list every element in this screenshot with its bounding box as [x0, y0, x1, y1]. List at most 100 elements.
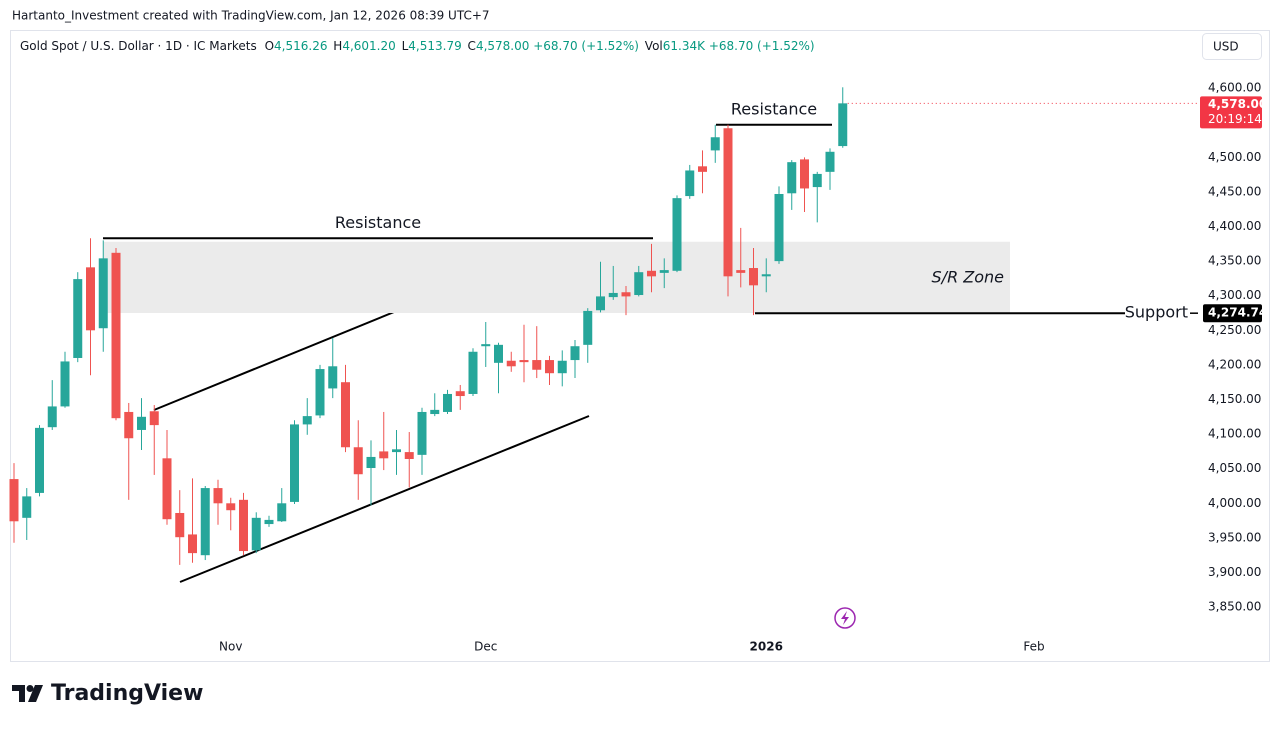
- candle-body: [825, 151, 835, 172]
- candle-body: [379, 451, 389, 459]
- logo-mark[interactable]: [26, 685, 34, 692]
- support-label: Support: [1125, 303, 1188, 322]
- signal-icon[interactable]: [834, 607, 856, 629]
- x-tick-label: Feb: [1023, 640, 1044, 654]
- candle-body: [455, 391, 465, 397]
- candle-body: [481, 344, 491, 347]
- y-tick-label: 3,900.00: [1208, 565, 1261, 579]
- candle-body: [417, 411, 427, 455]
- channel-lower: [179, 415, 590, 583]
- legend-value: 4,516.26: [274, 39, 327, 53]
- candle-body: [570, 346, 580, 361]
- legend-change: +68.70 (+1.52%): [533, 39, 639, 53]
- y-tick-label: 4,400.00: [1208, 219, 1261, 233]
- candle-body: [774, 193, 784, 262]
- y-tick-label: 4,300.00: [1208, 288, 1261, 302]
- x-tick-label: Dec: [474, 640, 497, 654]
- candle-body: [532, 360, 542, 370]
- legend-key: Vol: [645, 39, 663, 53]
- candle-body: [35, 427, 44, 493]
- support-price-label: 4,274.74: [1208, 306, 1267, 320]
- currency-button[interactable]: USD: [1202, 33, 1262, 60]
- candle-body: [583, 310, 593, 345]
- candle-body: [519, 360, 529, 363]
- candle-body: [800, 159, 809, 189]
- legend-value: 4,513.79: [408, 39, 461, 53]
- candle-body: [251, 517, 261, 551]
- attribution: Hartanto_Investment created with Trading…: [12, 9, 490, 23]
- legend-key: H: [333, 39, 342, 53]
- candle-body: [9, 479, 19, 522]
- y-tick-label: 4,450.00: [1208, 184, 1261, 198]
- candle-body: [404, 452, 414, 460]
- candle-body: [98, 258, 108, 329]
- y-tick-label: 3,950.00: [1208, 530, 1261, 544]
- x-tick-label: 2026: [750, 640, 783, 654]
- footer-logo[interactable]: TradingView: [12, 681, 203, 706]
- resistance-label: Resistance: [335, 213, 421, 232]
- chart-frame: [10, 30, 1270, 662]
- candle-body: [47, 406, 57, 428]
- candle-body: [73, 279, 83, 358]
- sr-zone: [103, 241, 1010, 314]
- logo-text[interactable]: TradingView: [51, 681, 203, 706]
- candle-body: [596, 296, 605, 311]
- candle-body: [290, 424, 299, 502]
- candle-body: [545, 360, 554, 374]
- candle-body: [468, 351, 478, 394]
- y-tick-label: 4,250.00: [1208, 323, 1261, 337]
- resistance-label: Resistance: [731, 99, 817, 118]
- candle-body: [213, 488, 223, 504]
- candle-body: [124, 411, 134, 439]
- y-tick-label: 4,050.00: [1208, 461, 1261, 475]
- candle-body: [277, 503, 287, 522]
- legend-line: Gold Spot / U.S. Dollar · 1D · IC Market…: [20, 39, 815, 53]
- candle-body: [175, 512, 185, 538]
- y-tick-label: 4,200.00: [1208, 357, 1261, 371]
- legend-value: 4,578.00: [476, 39, 529, 53]
- button-label[interactable]: USD: [1213, 40, 1239, 54]
- icon-bolt[interactable]: [841, 611, 849, 625]
- candle-body: [621, 292, 631, 297]
- legend-key: L: [402, 39, 409, 53]
- legend-key: C: [468, 39, 476, 53]
- candle-body: [264, 519, 274, 525]
- y-tick-label: 4,150.00: [1208, 392, 1261, 406]
- button-frame[interactable]: [1202, 33, 1262, 60]
- last-price-box: [1200, 96, 1262, 129]
- candle-body: [812, 173, 822, 188]
- candle-body: [749, 268, 758, 286]
- candle-body: [506, 360, 516, 367]
- candle-body: [430, 409, 440, 415]
- candle-body: [353, 447, 363, 475]
- candle-body: [761, 274, 771, 277]
- candle-body: [341, 382, 350, 448]
- zone-label: S/R Zone: [932, 268, 1005, 287]
- candle-body: [787, 162, 797, 194]
- candle-body: [710, 137, 720, 151]
- logo-mark[interactable]: [28, 685, 43, 702]
- legend-value: 4,601.20: [342, 39, 395, 53]
- y-tick-label: 4,500.00: [1208, 150, 1261, 164]
- candle-body: [86, 267, 95, 331]
- candle-body: [366, 456, 376, 469]
- candle-body: [392, 449, 401, 453]
- candle-body: [634, 272, 644, 296]
- symbol-title: Gold Spot / U.S. Dollar · 1D · IC Market…: [20, 39, 257, 53]
- candle-body: [60, 361, 70, 407]
- candle-body: [494, 344, 503, 363]
- support-price-box: [1203, 304, 1262, 323]
- candle-body: [162, 458, 172, 520]
- y-tick-label: 4,600.00: [1208, 81, 1261, 95]
- candle-body: [698, 166, 707, 172]
- candle-body: [188, 534, 197, 554]
- y-tick-label: 4,350.00: [1208, 254, 1261, 268]
- x-tick-label: Nov: [219, 640, 242, 654]
- candle-body: [137, 416, 146, 430]
- candle-body: [736, 270, 746, 273]
- candle-body: [647, 270, 656, 277]
- candle-body: [200, 488, 210, 556]
- legend-change: +68.70 (+1.52%): [709, 39, 815, 53]
- logo-mark[interactable]: [12, 685, 25, 702]
